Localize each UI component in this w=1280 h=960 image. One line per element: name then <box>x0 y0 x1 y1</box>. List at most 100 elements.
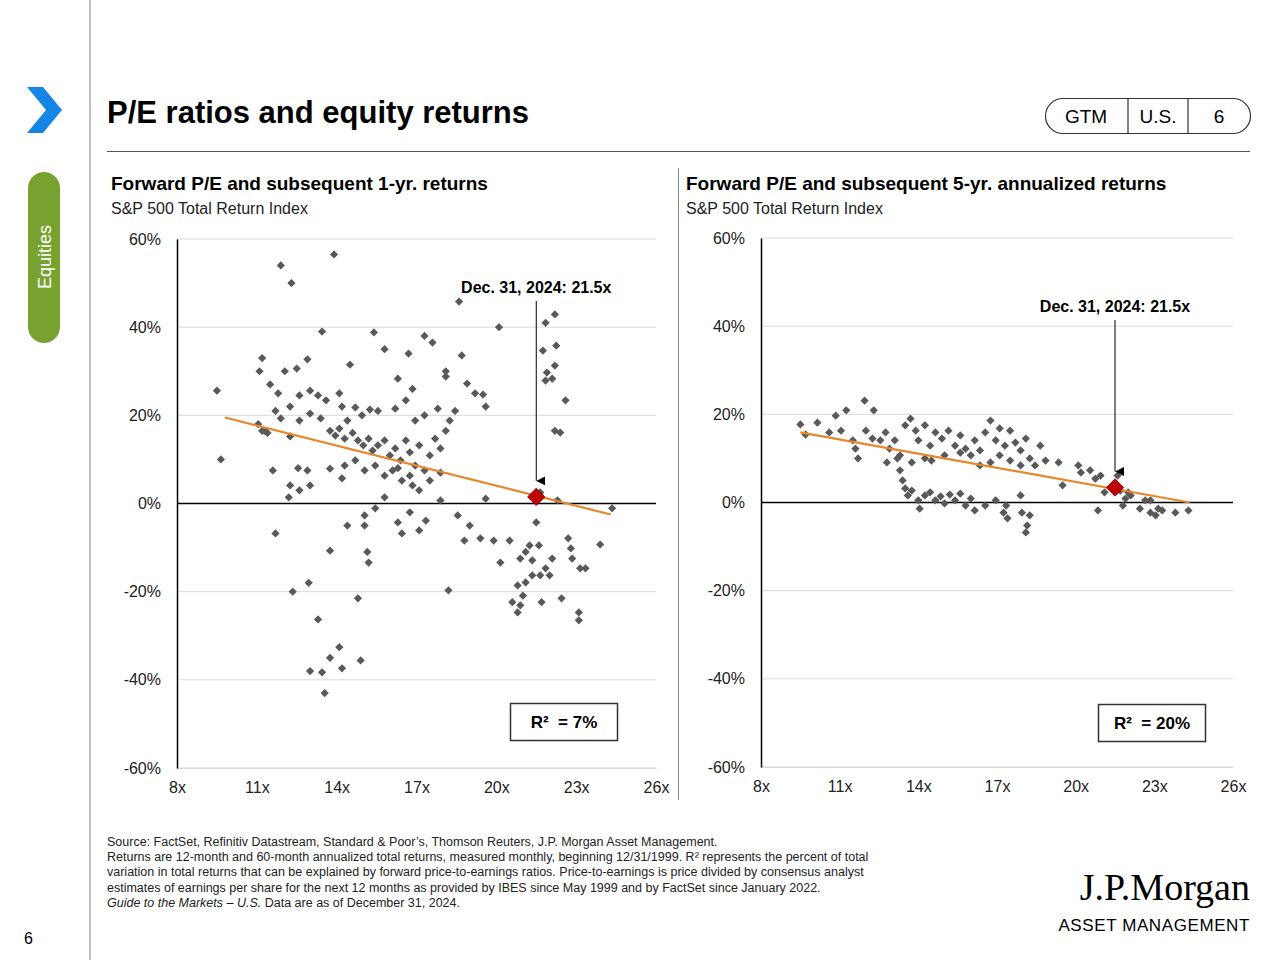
grid-line <box>761 414 1233 415</box>
scatter-point <box>289 588 297 596</box>
chart: Forward P/E and subsequent 5-yr. annuali… <box>686 173 1246 795</box>
scatter-point <box>415 486 423 494</box>
grid-line <box>177 415 656 416</box>
scatter-point <box>1016 461 1024 469</box>
scatter-point <box>568 554 576 562</box>
scatter-point <box>303 466 311 474</box>
y-axis-tick: 40% <box>713 318 761 335</box>
scatter-point <box>360 511 368 519</box>
scatter-point <box>269 466 277 474</box>
y-axis-tick-label: -20% <box>124 583 161 600</box>
scatter-point <box>326 654 334 662</box>
scatter-point <box>1041 456 1049 464</box>
scatter-point <box>561 396 569 404</box>
scatter-point <box>898 476 906 484</box>
x-axis-tick-label: 26x <box>1221 778 1247 795</box>
x-axis-tick: 26x <box>1221 767 1247 795</box>
scatter-point <box>436 444 444 452</box>
scatter-point <box>992 496 1000 504</box>
scatter-point <box>360 466 368 474</box>
scatter-point <box>541 319 549 327</box>
scatter-point <box>944 427 952 435</box>
scatter-point <box>608 504 616 512</box>
scatter-point <box>516 601 524 609</box>
scatter-point <box>521 578 529 586</box>
scatter-point <box>951 496 959 504</box>
section-tab <box>28 172 60 343</box>
x-axis-tick-label: 8x <box>753 778 770 795</box>
scatter-point <box>938 434 946 442</box>
scatter-point <box>1006 427 1014 435</box>
scatter-point <box>364 435 372 443</box>
scatter-point <box>936 492 944 500</box>
scatter-point <box>408 481 416 489</box>
badge-label: 6 <box>1214 106 1225 127</box>
scatter-point <box>406 472 414 480</box>
page-rule <box>90 0 91 960</box>
scatter-point <box>271 407 279 415</box>
scatter-point <box>331 431 339 439</box>
scatter-point <box>371 461 379 469</box>
x-axis-tick: 14x <box>324 768 350 796</box>
scatter-point <box>404 349 412 357</box>
scatter-point <box>893 454 901 462</box>
highlight-point <box>1106 479 1123 496</box>
y-axis-line <box>177 240 179 769</box>
x-axis-tick-label: 8x <box>169 779 186 796</box>
scatter-point <box>285 493 293 501</box>
scatter-point <box>596 540 604 548</box>
scatter-point <box>1026 454 1034 462</box>
scatter-point <box>318 327 326 335</box>
scatter-point <box>380 472 388 480</box>
y-axis-tick-label: 40% <box>129 319 161 336</box>
scatter-point <box>420 332 428 340</box>
zero-line <box>177 503 656 505</box>
y-axis-tick: -60% <box>708 759 761 776</box>
scatter-point <box>525 541 533 549</box>
grid-line <box>177 327 656 328</box>
grid-line <box>761 767 1233 768</box>
scatter-point <box>391 444 399 452</box>
y-axis-tick: 20% <box>129 407 177 424</box>
y-axis-tick: 60% <box>129 231 177 248</box>
scatter-point <box>581 564 589 572</box>
scatter-point <box>851 445 859 453</box>
logo: J.P.Morgan <box>1080 866 1250 908</box>
scatter-point <box>346 361 354 369</box>
scatter-point <box>842 406 850 414</box>
chart-subtitle: S&P 500 Total Return Index <box>686 200 883 217</box>
scatter-point <box>271 529 279 537</box>
scatter-point <box>1086 466 1094 474</box>
scatter-point <box>217 455 225 463</box>
grid-line <box>177 239 656 240</box>
scatter-point <box>986 416 994 424</box>
x-axis-tick-label: 23x <box>564 779 590 796</box>
scatter-point <box>967 494 975 502</box>
scatter-point <box>471 389 479 397</box>
x-axis-tick-label: 23x <box>1142 778 1168 795</box>
scatter-point <box>908 458 916 466</box>
scatter-point <box>1001 442 1009 450</box>
scatter-point <box>335 643 343 651</box>
x-axis-line <box>762 767 1234 768</box>
scatter-point <box>343 521 351 529</box>
x-axis-tick-label: 17x <box>985 778 1011 795</box>
highlight-series <box>528 488 545 505</box>
scatter-point <box>338 664 346 672</box>
scatter-point <box>1074 461 1082 469</box>
scatter-point <box>961 501 969 509</box>
scatter-point <box>956 490 964 498</box>
scatter-point <box>476 534 484 542</box>
scatter-point <box>274 389 282 397</box>
highlight-series <box>1106 479 1123 496</box>
scatter-point <box>314 615 322 623</box>
scatter-point <box>896 466 904 474</box>
scatter-point <box>1022 434 1030 442</box>
scatter-point <box>883 458 891 466</box>
y-axis-line <box>761 239 763 768</box>
scatter-point <box>1026 511 1034 519</box>
scatter-point <box>422 517 430 525</box>
scatter-point <box>358 411 366 419</box>
scatter-point <box>321 689 329 697</box>
scatter-point <box>1096 471 1104 479</box>
